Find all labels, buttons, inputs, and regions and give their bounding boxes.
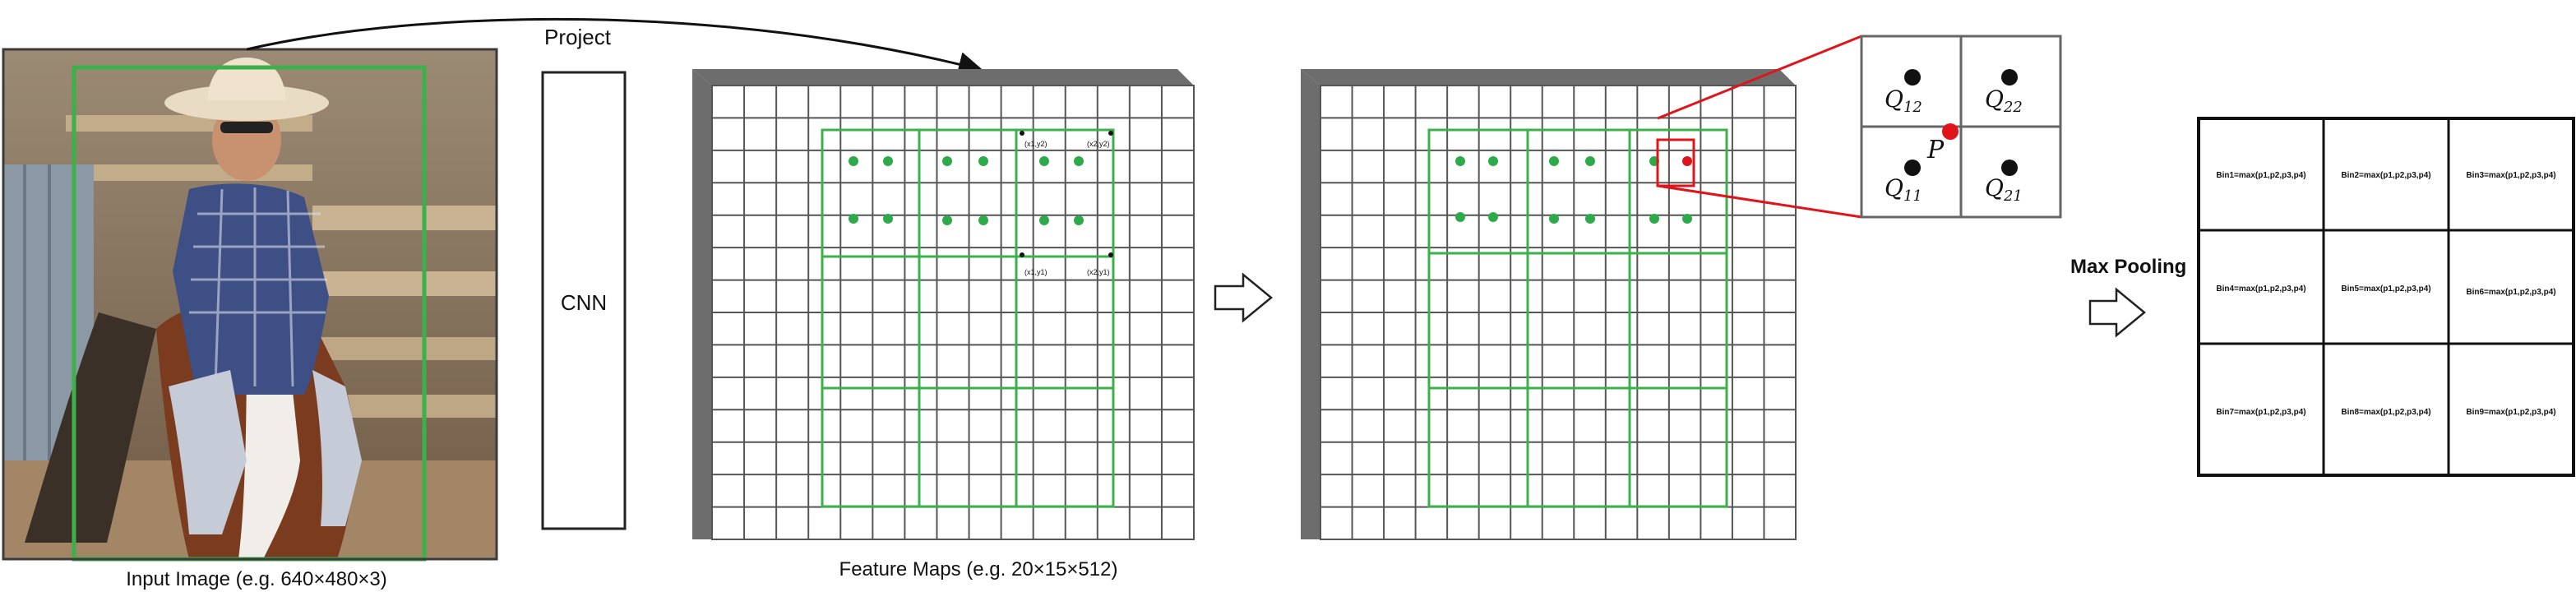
output-bins: Bin1=max(p1,p2,p3,p4) Bin2=max(p1,p2,p3,… <box>2197 117 2575 477</box>
label-p: P <box>1926 136 1945 164</box>
feature-map-2 <box>1301 69 1797 540</box>
coord-x1y2: (x1,y2) <box>1024 140 1048 148</box>
feature-map-1-grid <box>711 85 1195 540</box>
coord-x2y2: (x2,y2) <box>1087 140 1110 148</box>
roi-bins-1 <box>821 128 1115 508</box>
svg-text:Q21: Q21 <box>1985 174 2023 205</box>
bilinear-inset: Q12 Q22 Q11 Q21 P <box>1860 35 2062 219</box>
sample-points-2 <box>1455 156 1692 224</box>
project-label: Project <box>544 25 612 49</box>
zoom-line-bottom <box>1657 184 1862 219</box>
bin-3: Bin3=max(p1,p2,p3,p4) <box>2466 171 2555 180</box>
bin-2: Bin2=max(p1,p2,p3,p4) <box>2341 171 2430 180</box>
svg-text:Q11: Q11 <box>1885 174 1922 205</box>
bin-8: Bin8=max(p1,p2,p3,p4) <box>2341 408 2430 417</box>
roi-bins-2 <box>1427 128 1728 508</box>
sample-points-1 <box>849 156 1084 225</box>
max-pooling-label: Max Pooling <box>2070 256 2186 278</box>
feature-map-1: (x1,y2) (x2,y2) (x1,y1) (x2,y1) <box>692 69 1195 540</box>
zoom-line-top <box>1657 35 1862 120</box>
svg-text:Q22: Q22 <box>1985 86 2023 116</box>
flow-arrow-1 <box>1214 272 1273 323</box>
flow-arrow-2 <box>2088 287 2146 338</box>
bin-9: Bin9=max(p1,p2,p3,p4) <box>2466 408 2555 417</box>
bin-7: Bin7=max(p1,p2,p3,p4) <box>2216 408 2305 417</box>
input-image-caption: Input Image (e.g. 640×480×3) <box>126 568 387 590</box>
feature-maps-caption: Feature Maps (e.g. 20×15×512) <box>839 558 1118 580</box>
bin-1: Bin1=max(p1,p2,p3,p4) <box>2216 171 2305 180</box>
highlighted-point <box>1682 156 1692 166</box>
feature-map-2-grid <box>1320 85 1797 540</box>
project-arrow <box>246 17 983 76</box>
cnn-box <box>541 71 627 530</box>
bin-6: Bin6=max(p1,p2,p3,p4) <box>2466 288 2555 297</box>
bin-5: Bin5=max(p1,p2,p3,p4) <box>2341 284 2430 294</box>
coord-x2y1: (x2,y1) <box>1087 268 1110 276</box>
svg-text:Q12: Q12 <box>1885 86 1922 116</box>
bin-4: Bin4=max(p1,p2,p3,p4) <box>2216 284 2305 294</box>
cnn-label: CNN <box>561 290 607 315</box>
coord-x1y1: (x1,y1) <box>1024 268 1048 276</box>
input-image <box>2 48 498 562</box>
interp-point-p <box>1942 123 1959 140</box>
zoom-source-box <box>1656 138 1695 187</box>
